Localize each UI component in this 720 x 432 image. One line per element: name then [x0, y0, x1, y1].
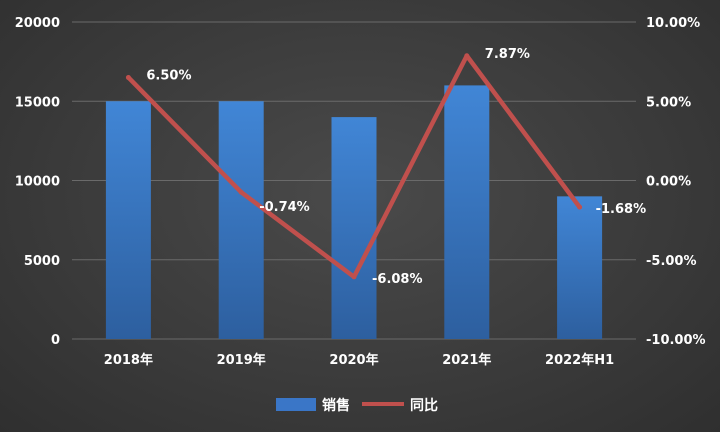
bar-series [105, 85, 603, 340]
y-right-tick-label: -5.00% [646, 254, 697, 269]
data-label-yoy: 7.87% [485, 47, 530, 62]
bar-sales [444, 85, 490, 340]
y-left-tick-label: 15000 [15, 95, 60, 110]
y-left-tick-label: 5000 [24, 254, 60, 269]
x-tick-label: 2022年H1 [545, 352, 614, 368]
legend: 销售 同比 [276, 397, 438, 414]
x-tick-label: 2019年 [217, 352, 266, 368]
legend-swatch-sales [276, 398, 316, 411]
y-right-tick-label: 0.00% [646, 175, 691, 190]
bar-sales [557, 196, 603, 339]
bar-sales [105, 101, 151, 339]
data-label-yoy: -0.74% [259, 200, 310, 215]
bar-sales [331, 117, 377, 339]
data-label-yoy: 6.50% [146, 68, 191, 83]
point-yoy [464, 53, 470, 59]
y-left-tick-label: 0 [51, 333, 60, 348]
data-label-yoy: -1.68% [596, 202, 647, 217]
legend-label-sales: 销售 [322, 397, 350, 414]
data-labels: 6.50% -0.74% -6.08% 7.87% -1.68% [146, 47, 646, 287]
y-right-tick-label: 5.00% [646, 95, 691, 110]
point-yoy [125, 74, 131, 80]
y-right-tick-label: -10.00% [646, 333, 706, 348]
x-tick-label: 2020年 [329, 352, 378, 368]
y-right-tick-label: 10.00% [646, 16, 700, 31]
point-yoy [577, 204, 583, 210]
legend-label-yoy: 同比 [410, 397, 438, 414]
y-left-tick-label: 20000 [15, 16, 60, 31]
x-tick-label: 2018年 [104, 352, 153, 368]
axes: 0 5000 10000 15000 20000 -10.00% -5.00% 0.00% 5.… [15, 16, 706, 368]
bar-sales [218, 101, 264, 339]
point-yoy [351, 274, 357, 280]
line-series [125, 53, 583, 280]
data-label-yoy: -6.08% [372, 272, 423, 287]
point-yoy [238, 189, 244, 195]
x-tick-label: 2021年 [442, 352, 491, 368]
y-left-tick-label: 10000 [15, 175, 60, 190]
